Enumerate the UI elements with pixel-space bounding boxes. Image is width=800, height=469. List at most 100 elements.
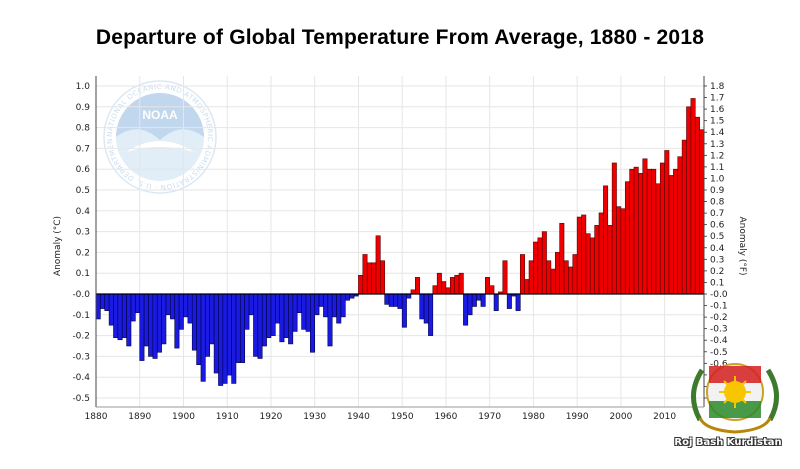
- bar-1988: [568, 266, 574, 295]
- bar-1924: [288, 293, 294, 345]
- y-tick-label-left: -0.1: [72, 311, 90, 321]
- bar-1950: [401, 293, 407, 328]
- bar-1994: [594, 225, 600, 295]
- bar-1936: [340, 293, 346, 318]
- y-tick-label-right: 1.0: [710, 174, 725, 184]
- bar-1943: [371, 262, 377, 295]
- bar-1929: [310, 293, 315, 353]
- bar-1980: [533, 241, 539, 295]
- bar-1890: [139, 293, 145, 361]
- x-tick-label: 1970: [478, 412, 501, 422]
- y-tick-label-left: -0.3: [72, 352, 90, 362]
- bar-1941: [362, 254, 368, 295]
- y-tick-label-left: -0.2: [72, 332, 90, 342]
- bar-2001: [624, 181, 630, 295]
- bar-2004: [638, 173, 644, 295]
- bar-2013: [677, 156, 683, 295]
- bar-2005: [642, 158, 648, 295]
- bar-1989: [572, 254, 578, 295]
- bar-1977: [519, 254, 525, 295]
- bar-2018: [699, 129, 705, 295]
- bar-1914: [244, 293, 250, 330]
- bar-2016: [690, 98, 696, 295]
- y-tick-label-right: -0.4: [710, 336, 728, 346]
- y-tick-label-left: -0.5: [72, 394, 90, 404]
- bar-1957: [432, 285, 438, 295]
- bar-1942: [366, 262, 372, 295]
- bar-1998: [611, 162, 617, 295]
- bar-1903: [196, 293, 202, 366]
- bar-1906: [209, 293, 215, 345]
- y-tick-label-right: 0.3: [710, 255, 724, 265]
- bar-1886: [121, 293, 127, 338]
- bar-2007: [651, 168, 657, 295]
- y-tick-label-right: 1.2: [710, 151, 724, 161]
- bar-1882: [104, 293, 110, 311]
- x-tick-label: 1990: [566, 412, 589, 422]
- y-tick-label-right: -0.1: [710, 302, 728, 312]
- bar-1951: [406, 293, 412, 299]
- bar-1881: [100, 293, 106, 309]
- bar-1962: [454, 274, 460, 295]
- bar-2002: [629, 168, 635, 295]
- x-tick-label: 1900: [172, 412, 195, 422]
- bar-1938: [349, 293, 355, 299]
- y-tick-label-right: -0.0: [710, 290, 728, 300]
- y-tick-label-left: 0.5: [76, 186, 90, 196]
- bar-1949: [397, 293, 403, 309]
- bar-1909: [222, 293, 228, 384]
- y-tick-label-right: 1.6: [710, 105, 725, 115]
- bar-1955: [423, 293, 429, 324]
- bar-1898: [174, 293, 180, 349]
- kurdistan-emblem-logo: [691, 363, 779, 434]
- y-tick-label-right: 1.4: [710, 128, 725, 138]
- bar-1966: [471, 293, 477, 307]
- x-tick-label: 1960: [434, 412, 457, 422]
- bar-1934: [331, 293, 337, 318]
- bar-1922: [279, 293, 285, 343]
- bar-1947: [388, 293, 394, 307]
- bar-1927: [301, 293, 307, 330]
- y-tick-label-left: 0.8: [76, 124, 91, 134]
- y-tick-label-right: 0.5: [710, 232, 724, 242]
- bar-1993: [589, 237, 595, 295]
- bar-2014: [681, 139, 687, 295]
- x-tick-label: 1910: [216, 412, 239, 422]
- bar-1923: [283, 293, 289, 338]
- bars: [95, 98, 705, 386]
- bar-1986: [559, 222, 565, 295]
- bar-1959: [441, 281, 447, 295]
- bar-2000: [620, 208, 626, 295]
- bar-2010: [664, 150, 670, 295]
- noaa-logo-word: NOAA: [142, 108, 178, 122]
- bar-1946: [384, 293, 390, 305]
- bar-1974: [506, 293, 512, 309]
- bar-1897: [170, 293, 176, 320]
- bar-1976: [515, 293, 521, 311]
- bar-1930: [314, 293, 320, 316]
- bar-1887: [126, 293, 132, 347]
- y-tick-label-right: 0.4: [710, 244, 725, 254]
- bar-1981: [537, 237, 543, 295]
- y-tick-label-right: 1.5: [710, 117, 724, 127]
- credit-text: Roj Bash Kurdistan: [674, 437, 782, 448]
- x-tick-label: 1940: [347, 412, 370, 422]
- bar-1983: [546, 260, 552, 295]
- y-tick-label-right: 0.9: [710, 186, 725, 196]
- y-tick-label-right: -0.2: [710, 313, 728, 323]
- bar-1956: [428, 293, 434, 336]
- bar-2012: [673, 168, 679, 295]
- bar-1904: [200, 293, 206, 382]
- y-tick-label-right: -0.6: [710, 359, 728, 369]
- bar-1915: [248, 293, 254, 316]
- y-tick-label-left: -0.0: [72, 290, 90, 300]
- bar-1963: [458, 272, 464, 295]
- bar-1883: [108, 293, 114, 326]
- y-tick-label-right: 0.7: [710, 209, 724, 219]
- y-tick-label-left: 0.2: [76, 248, 90, 258]
- left-y-axis-label: Anomaly (°C): [53, 216, 63, 276]
- y-tick-label-right: -0.3: [710, 325, 728, 335]
- y-tick-label-right: 0.8: [710, 198, 725, 208]
- x-tick-label: 1890: [128, 412, 151, 422]
